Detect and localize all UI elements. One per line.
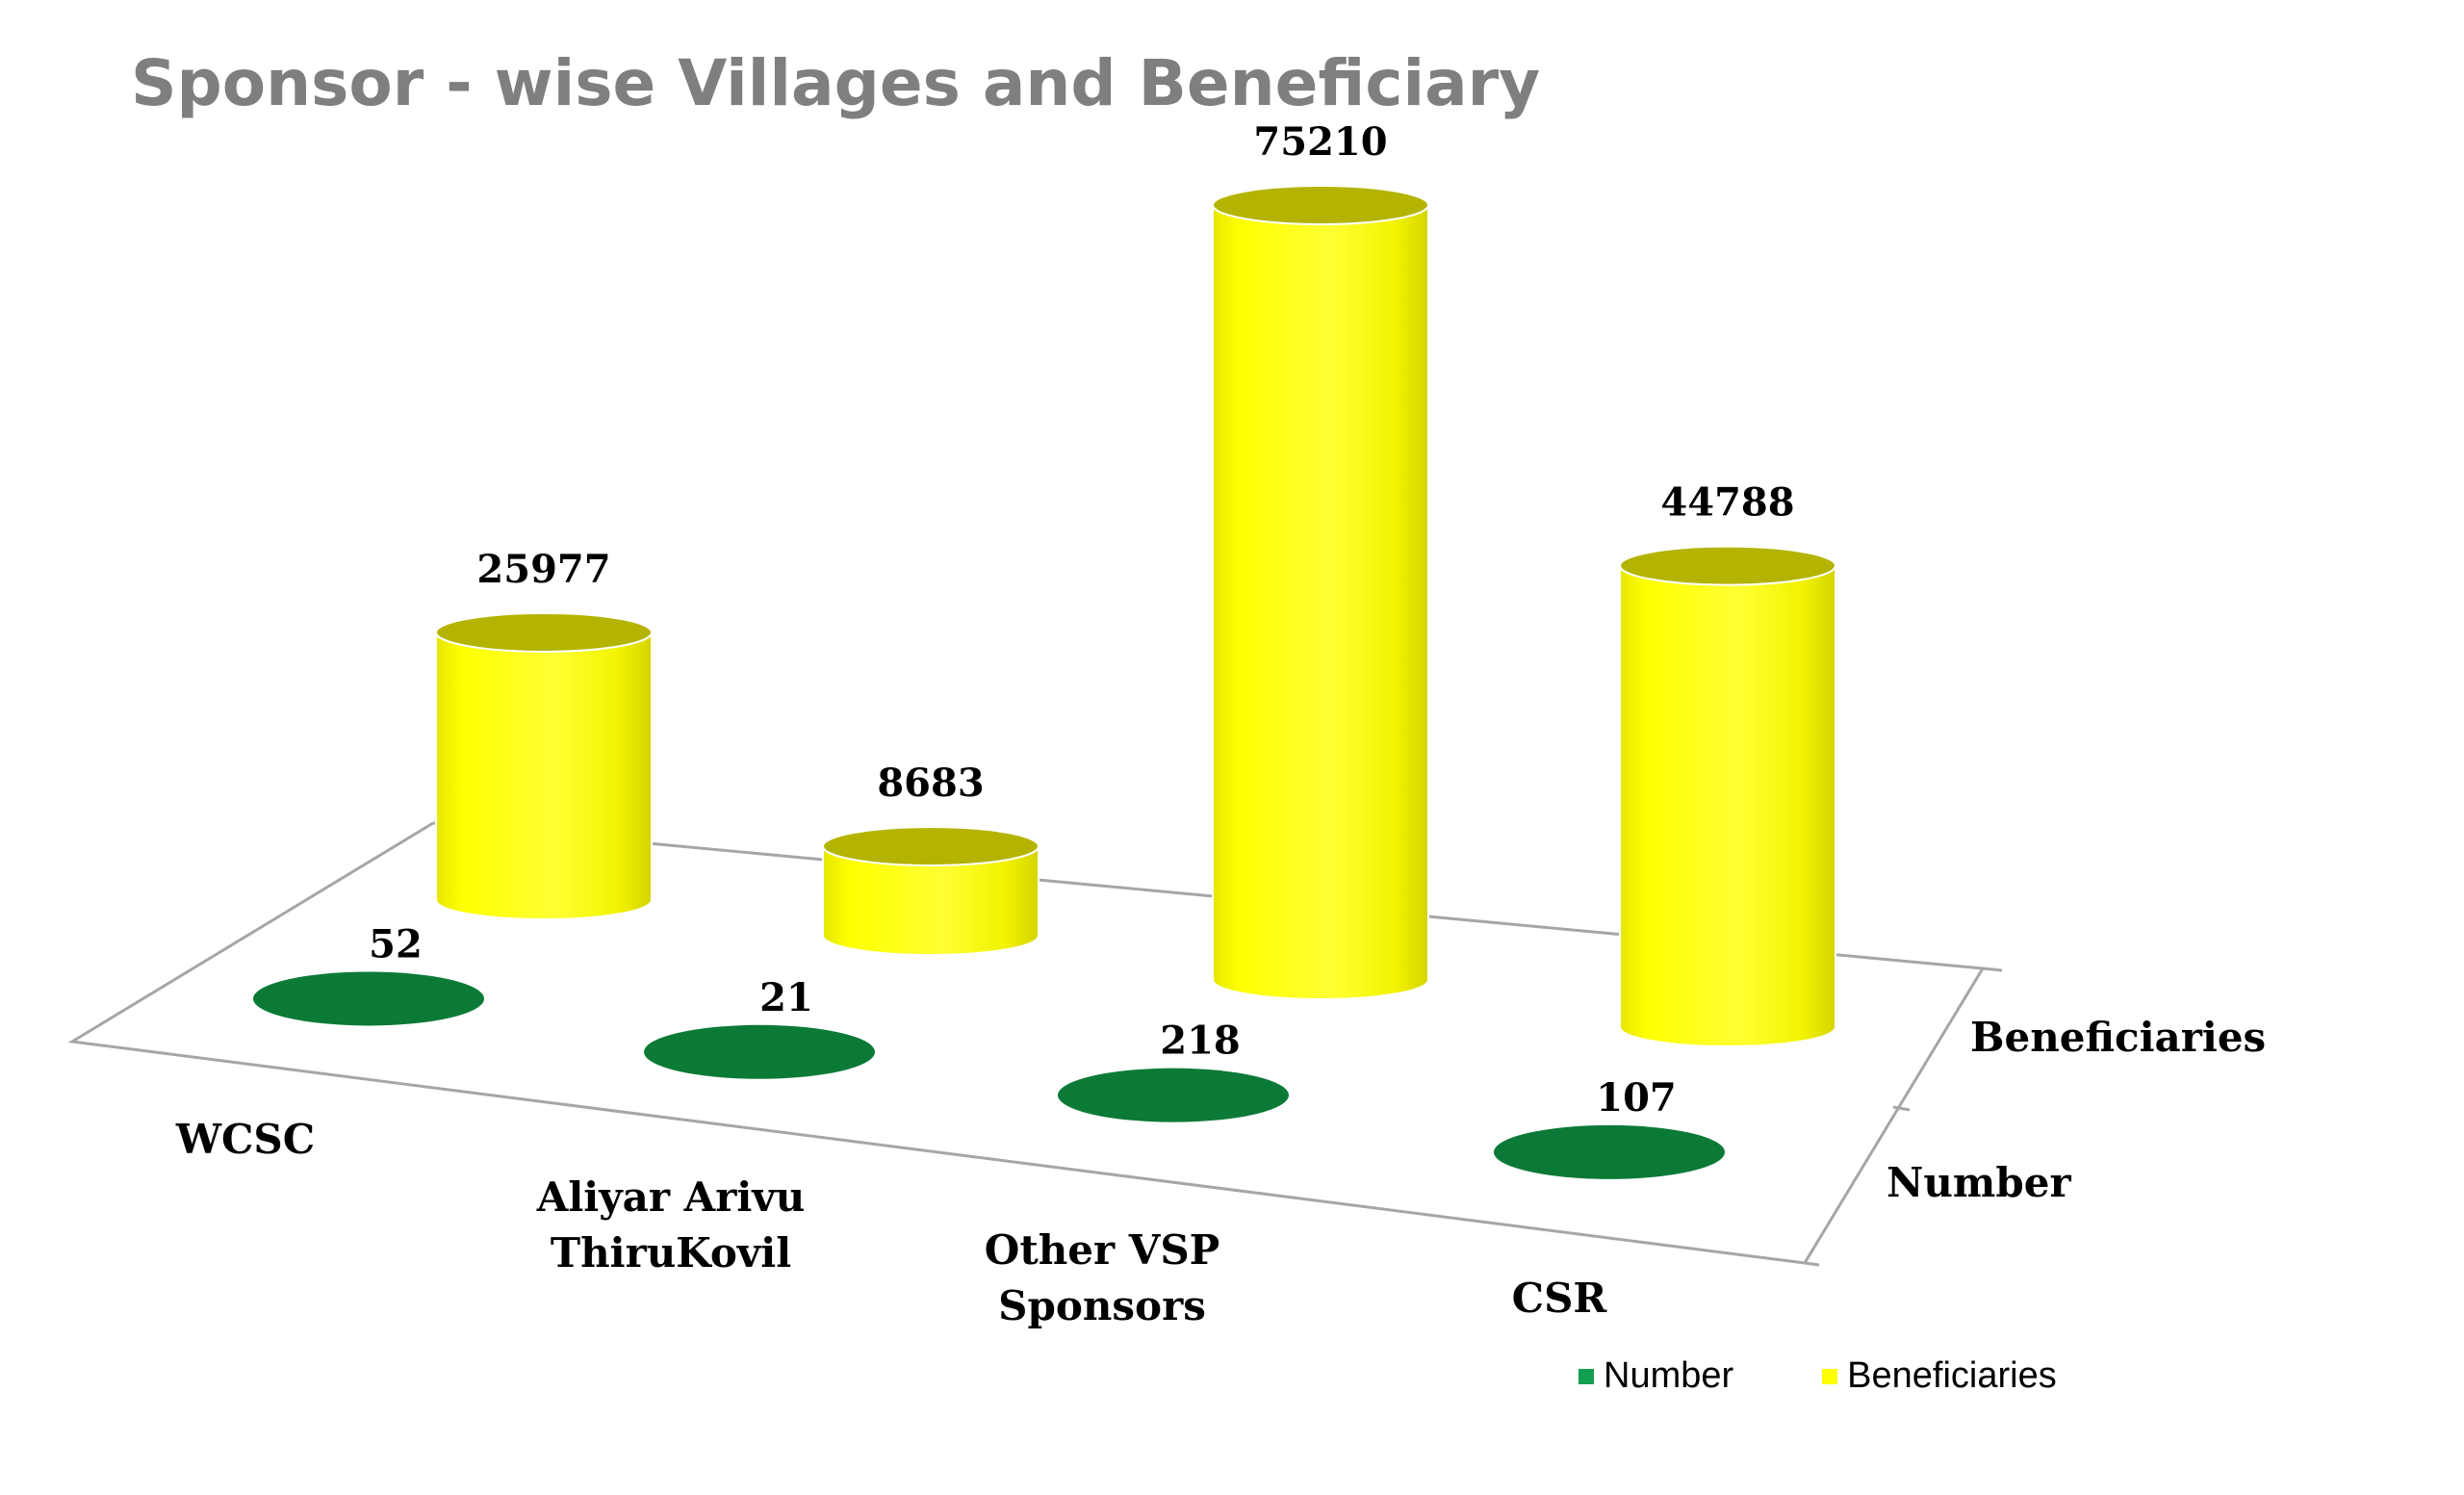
legend-item-number: Number <box>1578 1355 1733 1397</box>
bar-body <box>1619 564 1836 1047</box>
legend: Number Beneficiaries <box>1578 1355 2057 1397</box>
bar-top <box>435 611 653 653</box>
bar-number-aliyar-arivu-thirukovil <box>644 1024 875 1079</box>
category-label-csr: CSR <box>1512 1275 1608 1322</box>
data-label-beneficiaries-aliyar-arivu-thirukovil: 8683 <box>877 760 984 806</box>
data-label-beneficiaries-csr: 44788 <box>1660 480 1794 526</box>
data-label-beneficiaries-wcsc: 25977 <box>476 547 610 592</box>
bar-body <box>435 631 653 920</box>
bar-beneficiaries-wcsc <box>435 611 653 920</box>
bar-body <box>822 845 1040 956</box>
bar-number-other-vsp-sponsors <box>1058 1068 1289 1122</box>
bar-beneficiaries-aliyar-arivu-thirukovil <box>822 826 1040 956</box>
data-label-number-csr: 107 <box>1596 1075 1677 1121</box>
chart-marks: 25977 8683 75210 44788 52 21 218 107 <box>253 119 1836 1179</box>
bar-beneficiaries-csr <box>1619 545 1836 1047</box>
bar-top <box>822 826 1040 867</box>
bar-number-wcsc <box>253 971 484 1026</box>
category-label-other-vsp-sponsors: Other VSP Sponsors <box>985 1226 1220 1329</box>
bar-body <box>1212 204 1429 1000</box>
category-label-wcsc: WCSC <box>175 1116 315 1163</box>
category-label-aliyar-arivu-thirukovil: Aliyar Arivu ThiruKovil <box>536 1173 805 1276</box>
data-label-number-other-vsp-sponsors: 218 <box>1160 1018 1241 1064</box>
data-label-number-aliyar-arivu-thirukovil: 21 <box>759 975 813 1020</box>
series-axis-tick <box>1982 967 2003 972</box>
series-axis-label-beneficiaries: Beneficiaries <box>1970 1014 2266 1061</box>
data-label-beneficiaries-other-vsp-sponsors: 75210 <box>1253 119 1387 165</box>
legend-label-beneficiaries: Beneficiaries <box>1847 1355 2057 1396</box>
bar-number-csr <box>1494 1124 1725 1179</box>
category-axis: WCSC Aliyar Arivu ThiruKovil Other VSP Spons… <box>175 1116 1608 1329</box>
bar-top <box>1619 545 1836 586</box>
bar-beneficiaries-other-vsp-sponsors <box>1212 185 1429 1000</box>
legend-label-number: Number <box>1604 1355 1734 1396</box>
chart-title: Sponsor - wise Villages and Beneficiary <box>131 46 1541 120</box>
legend-swatch-number <box>1578 1368 1594 1384</box>
series-axis-tick <box>1892 1105 1911 1112</box>
series-axis-tick <box>1804 1261 1820 1267</box>
legend-swatch-beneficiaries <box>1822 1368 1838 1384</box>
series-axis: Beneficiaries Number <box>1886 1014 2266 1206</box>
bar-top <box>1212 185 1429 225</box>
series-axis-label-number: Number <box>1886 1159 2071 1206</box>
data-label-number-wcsc: 52 <box>369 921 423 967</box>
chart-floor <box>67 821 2003 1267</box>
legend-item-beneficiaries: Beneficiaries <box>1822 1355 2057 1397</box>
